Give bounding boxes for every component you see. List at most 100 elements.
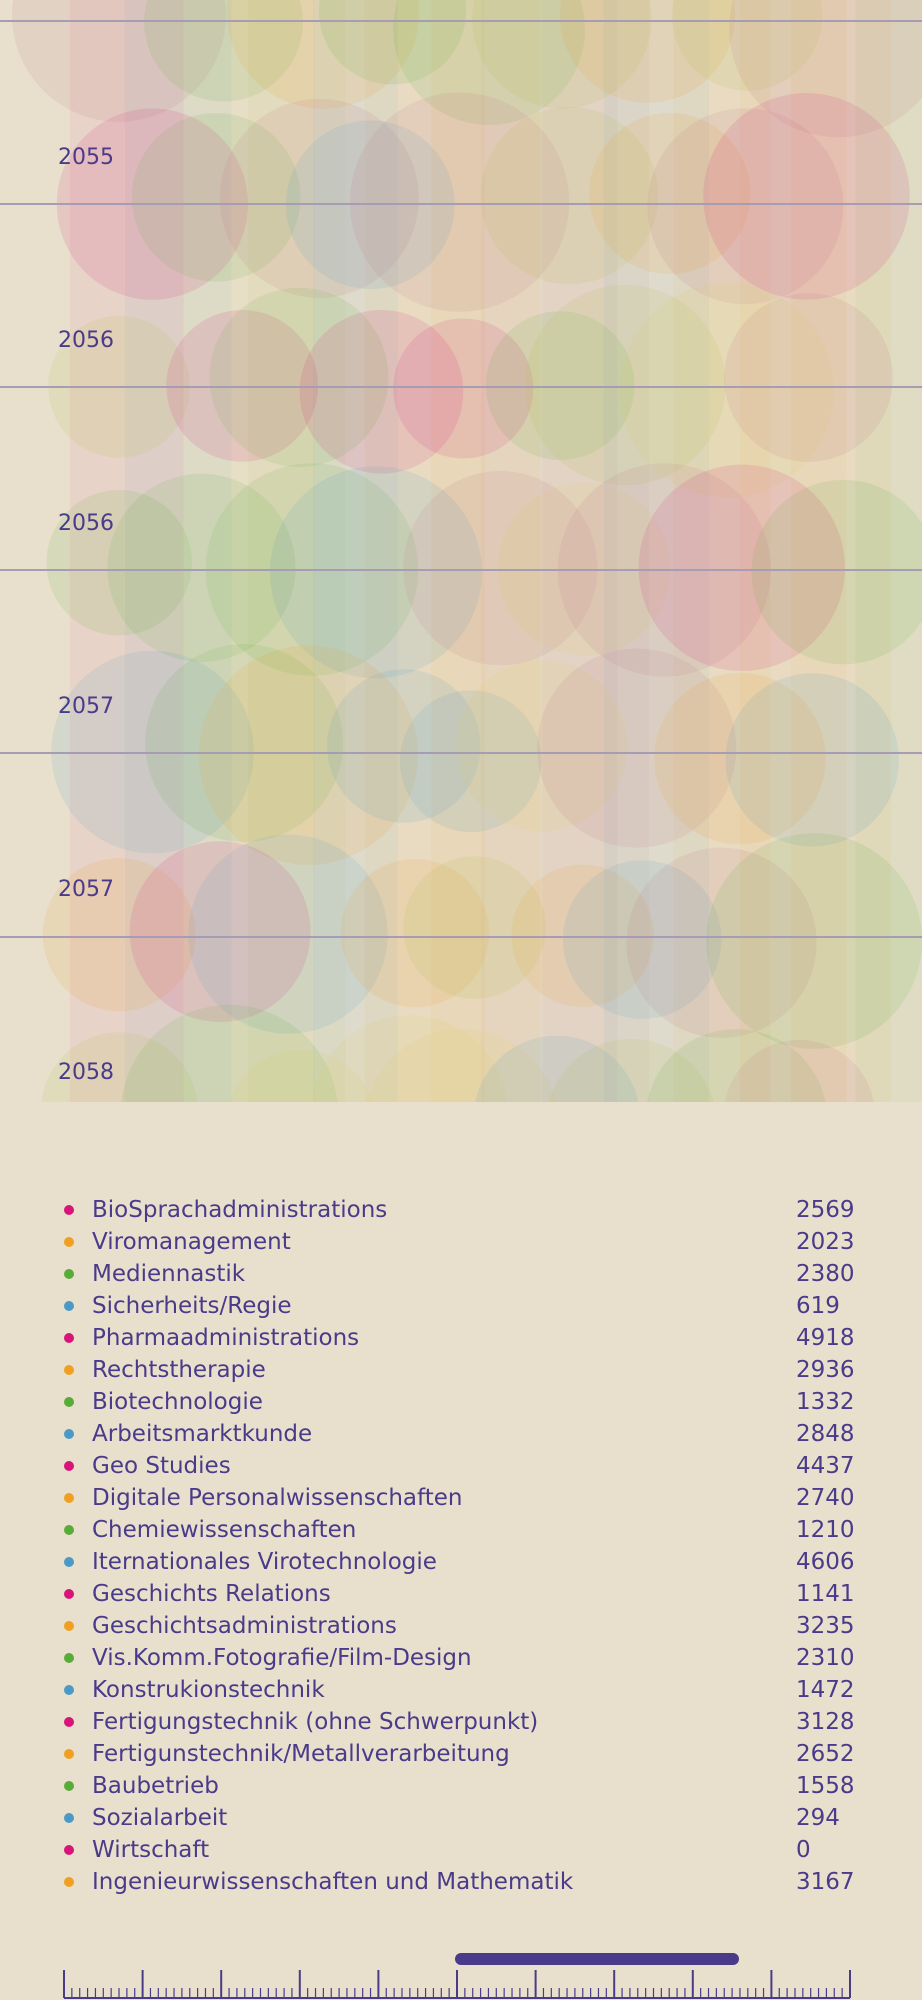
legend-name: Viromanagement (92, 1229, 291, 1255)
bubble-column (313, 0, 398, 1102)
bubble (480, 106, 659, 285)
legend-item[interactable]: Fertigungstechnik (ohne Schwerpunkt) 3128 (0, 1707, 922, 1739)
bubble (145, 644, 343, 842)
legend-item[interactable]: Sozialarbeit 294 (0, 1803, 922, 1835)
bubble (399, 690, 542, 833)
year-label: 2056 (58, 328, 114, 353)
legend-dot-icon (64, 1333, 74, 1343)
gridline (0, 936, 922, 938)
bubble-column (69, 0, 184, 1102)
bubble (525, 284, 726, 486)
bubble-column (481, 0, 618, 1102)
bubble (393, 0, 585, 125)
legend-value: 2848 (796, 1421, 855, 1447)
gridline (0, 386, 922, 388)
legend-value: 2936 (796, 1357, 855, 1383)
legend-item[interactable]: Fertigunstechnik/Metallverarbeitung 2652 (0, 1739, 922, 1771)
bubble (725, 673, 899, 847)
year-label: 2058 (58, 1060, 114, 1085)
legend-item[interactable]: Sicherheits/Regie 619 (0, 1291, 922, 1323)
bubble (209, 287, 389, 467)
legend-dot-icon (64, 1301, 74, 1311)
bubble (42, 858, 196, 1012)
legend-value: 2569 (796, 1197, 855, 1223)
bubble (724, 293, 893, 462)
legend-item[interactable]: Baubetrieb 1558 (0, 1771, 922, 1803)
legend-name: Ingenieurwissenschaften und Mathematik (92, 1869, 574, 1895)
bubble (559, 0, 736, 103)
legend-dot-icon (64, 1269, 74, 1279)
legend-item[interactable]: Konstrukionstechnik 1472 (0, 1675, 922, 1707)
legend-item[interactable]: Chemiewissenschaften 1210 (0, 1515, 922, 1547)
legend-name: Konstrukionstechnik (92, 1677, 325, 1703)
bubble-column (542, 0, 650, 1102)
timeline-scrubber[interactable] (455, 1953, 739, 1965)
legend-item[interactable]: Ingenieurwissenschaften und Mathematik 31… (0, 1867, 922, 1899)
legend-item[interactable]: Viromanagement 2023 (0, 1227, 922, 1259)
legend-item[interactable]: Biotechnologie 1332 (0, 1387, 922, 1419)
bubble (626, 847, 817, 1038)
legend-item[interactable]: Pharmaadministrations 4918 (0, 1323, 922, 1355)
legend-name: Pharmaadministrations (92, 1325, 360, 1351)
legend-dot-icon (64, 1493, 74, 1503)
legend-value: 2380 (796, 1261, 855, 1287)
legend-name: Sicherheits/Regie (92, 1293, 292, 1319)
legend-item[interactable]: Vis.Komm.Fotografie/Film-Design 2310 (0, 1643, 922, 1675)
legend-dot-icon (64, 1237, 74, 1247)
year-label: 2057 (58, 877, 114, 902)
legend-name: Mediennastik (92, 1261, 246, 1287)
bubble (393, 318, 534, 459)
gridline (0, 569, 922, 571)
legend-value: 1141 (796, 1581, 855, 1607)
bubble (475, 1035, 639, 1102)
legend-value: 1472 (796, 1677, 855, 1703)
legend-dot-icon (64, 1781, 74, 1791)
bubble (41, 1032, 198, 1102)
legend-item[interactable]: Wirtschaft 0 (0, 1835, 922, 1867)
bubble (548, 1038, 714, 1102)
legend-item[interactable]: Arbeitsmarktkunde 2848 (0, 1419, 922, 1451)
timeline-ruler[interactable] (0, 1950, 922, 2000)
legend-value: 3235 (796, 1613, 855, 1639)
bubble (131, 113, 301, 282)
bubble (349, 92, 570, 312)
bubble-column (431, 0, 541, 1102)
legend-value: 2740 (796, 1485, 855, 1511)
legend-name: Wirtschaft (92, 1837, 210, 1863)
bubble (537, 648, 737, 848)
legend-item[interactable]: Digitale Personalwissenschaften 2740 (0, 1483, 922, 1515)
legend-name: Digitale Personalwissenschaften (92, 1485, 463, 1511)
bubble (619, 283, 835, 498)
bubble-column (603, 0, 709, 1102)
bubble (729, 0, 922, 138)
year-label: 2055 (58, 145, 114, 170)
bubble (403, 471, 598, 666)
legend-item[interactable]: Mediennastik 2380 (0, 1259, 922, 1291)
legend-dot-icon (64, 1621, 74, 1631)
legend-dot-icon (64, 1397, 74, 1407)
legend-value: 4606 (796, 1549, 855, 1575)
legend-item[interactable]: Rechtstherapie 2936 (0, 1355, 922, 1387)
bubble-column (248, 0, 346, 1102)
legend-item[interactable]: Geschichtsadministrations 3235 (0, 1611, 922, 1643)
bubble (285, 120, 455, 290)
bubble (647, 1029, 826, 1102)
bubble (497, 482, 671, 656)
bubble (366, 1028, 557, 1102)
bubble-visualization: 2055 2056 2056 2057 2057 2058 (0, 0, 922, 1102)
legend-item[interactable]: Geschichts Relations 1141 (0, 1579, 922, 1611)
bubble-column (181, 0, 315, 1102)
legend-value: 2310 (796, 1645, 855, 1671)
bubble (485, 311, 635, 460)
legend-value: 2023 (796, 1229, 855, 1255)
bubble (107, 473, 296, 662)
legend-value: 0 (796, 1837, 811, 1863)
legend-item[interactable]: Iternationales Virotechnologie 4606 (0, 1547, 922, 1579)
legend-item[interactable]: Geo Studies 4437 (0, 1451, 922, 1483)
legend-name: Baubetrieb (92, 1773, 219, 1799)
legend-name: Geschichts Relations (92, 1581, 331, 1607)
bubble (647, 108, 844, 305)
legend-item[interactable]: BioSprachadministrations 2569 (0, 1195, 922, 1227)
bubble (654, 672, 826, 845)
legend-value: 1210 (796, 1517, 855, 1543)
